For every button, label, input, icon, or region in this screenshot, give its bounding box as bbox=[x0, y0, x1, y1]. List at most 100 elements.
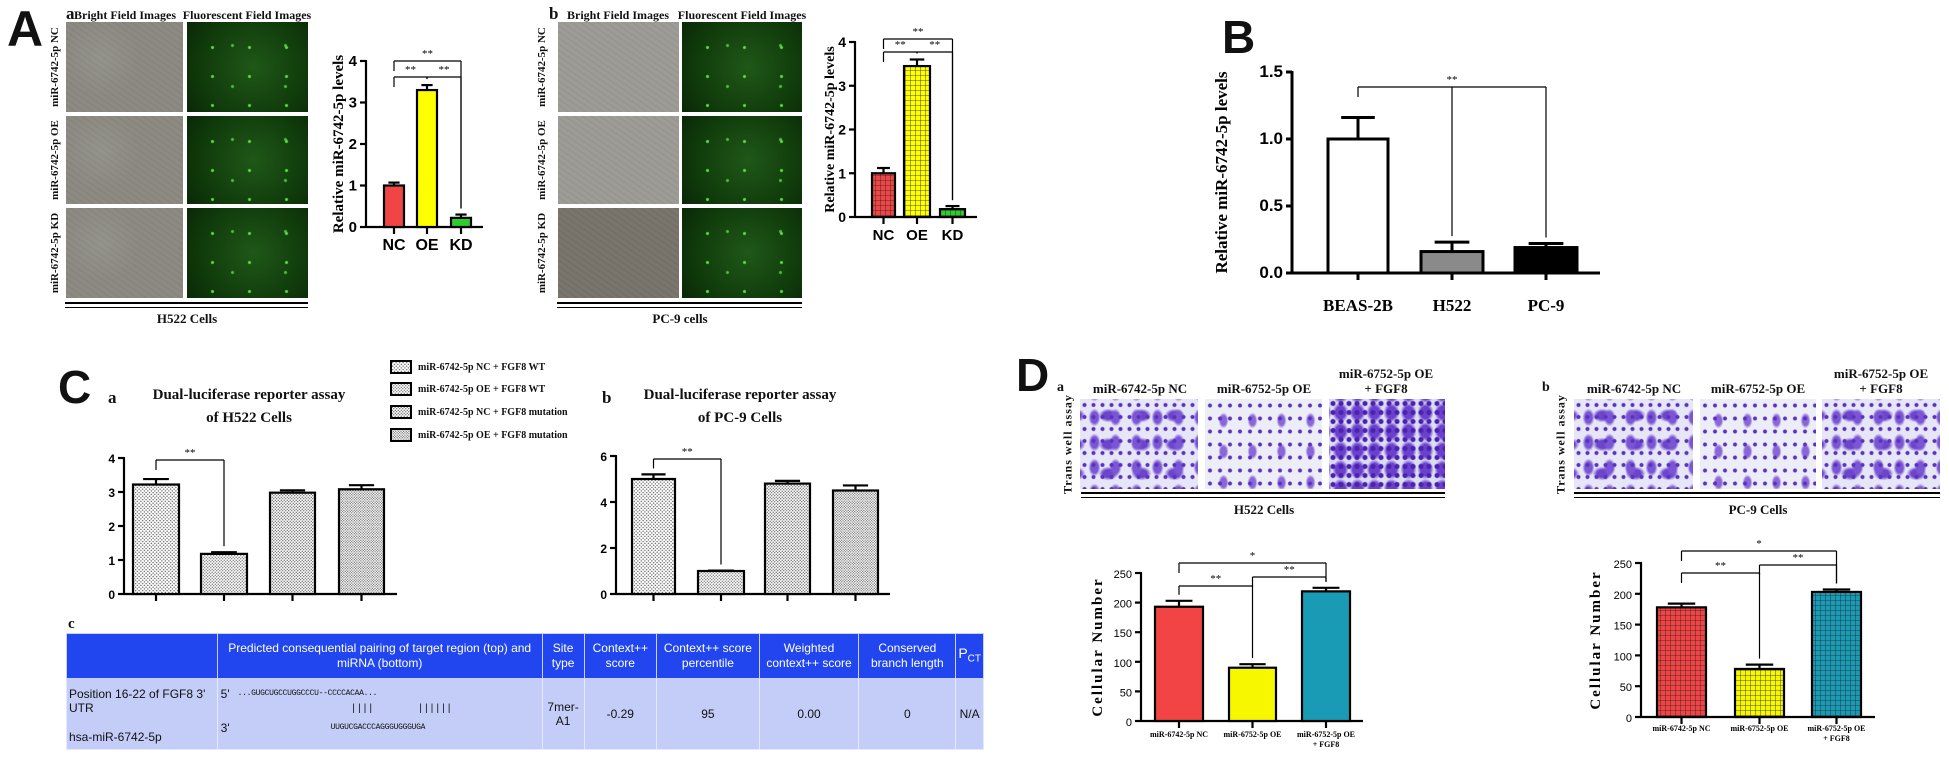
group-underline bbox=[65, 302, 308, 308]
table-header: Weighted context++ score bbox=[758, 633, 860, 679]
fluorescent-field-image bbox=[187, 208, 308, 298]
column-header: miR-6752-5p OE bbox=[1216, 381, 1312, 396]
legend-label: miR-6742-5p NC + FGF8 mutation bbox=[418, 406, 568, 418]
fluorescent-field-image bbox=[187, 116, 308, 204]
legend-swatch bbox=[390, 360, 412, 374]
branch-length-cell: 0 bbox=[858, 678, 957, 750]
x-tick-label: miR-6752-5p OE + FGF8 bbox=[1297, 730, 1355, 749]
x-tick-label: H522 bbox=[1433, 296, 1472, 315]
legend-label: miR-6742-5p OE + FGF8 mutation bbox=[418, 429, 568, 441]
mirna-name: hsa-miR-6742-5p bbox=[69, 730, 162, 744]
bar bbox=[870, 172, 897, 219]
table-header: Context++ score percentile bbox=[656, 633, 760, 679]
fluorescent-field-image bbox=[682, 116, 802, 204]
group-underline bbox=[1574, 492, 1940, 498]
table-header-pct: PCT bbox=[955, 633, 984, 679]
bright-field-image bbox=[558, 22, 679, 112]
table-header: Predicted consequential pairing of targe… bbox=[216, 633, 543, 679]
significance-label: * bbox=[1756, 538, 1762, 550]
table-row: Position 16-22 of FGF8 3' UTR hsa-miR-67… bbox=[66, 678, 984, 750]
position-cell: Position 16-22 of FGF8 3' UTR hsa-miR-67… bbox=[66, 678, 218, 750]
x-tick-label: OE bbox=[415, 237, 438, 254]
x-tick-label: miR-6742-5p NC bbox=[1653, 724, 1711, 733]
significance-label: ** bbox=[682, 446, 693, 458]
significance-label: ** bbox=[405, 64, 416, 76]
pct-p: P bbox=[958, 644, 968, 661]
chart-title-line: of H522 Cells bbox=[206, 410, 292, 426]
bar bbox=[696, 569, 746, 596]
bar bbox=[902, 64, 932, 219]
pct-sub: CT bbox=[967, 653, 981, 665]
bright-field-image bbox=[66, 116, 183, 204]
bar bbox=[449, 216, 473, 229]
fluorescent-field-image bbox=[682, 22, 802, 112]
subpanel-label: c bbox=[68, 616, 75, 632]
panel-label-c: C bbox=[58, 361, 92, 413]
bar bbox=[1810, 590, 1863, 719]
transwell-image bbox=[1700, 399, 1816, 489]
five-prime-label: 5' bbox=[220, 687, 230, 701]
table-header-row: Predicted consequential pairing of targe… bbox=[66, 633, 984, 679]
column-header: Bright Field Images bbox=[567, 8, 669, 22]
context-percentile-cell: 95 bbox=[656, 678, 760, 750]
x-tick-label: NC bbox=[873, 227, 895, 244]
transwell-image bbox=[1080, 399, 1198, 489]
table-header: Context++ score bbox=[583, 633, 658, 679]
x-tick-label: PC-9 bbox=[1528, 296, 1565, 315]
subpanel-label: b bbox=[602, 388, 612, 407]
bright-field-image bbox=[66, 208, 183, 298]
y-tick-label: 2 bbox=[108, 520, 115, 534]
y-tick-label: 4 bbox=[838, 34, 846, 50]
subpanel-label: b bbox=[1542, 380, 1550, 395]
bar bbox=[1513, 246, 1579, 275]
bar bbox=[630, 477, 677, 596]
subpanel-label: a bbox=[108, 388, 117, 407]
significance-label: ** bbox=[422, 48, 433, 60]
x-tick-label: OE bbox=[906, 227, 928, 244]
y-tick-label: 1.0 bbox=[1259, 129, 1283, 148]
significance-label: ** bbox=[1715, 560, 1726, 572]
bar bbox=[1655, 606, 1708, 719]
y-tick-label: 250 bbox=[1114, 569, 1132, 581]
bar bbox=[831, 489, 880, 596]
y-tick-label: 1 bbox=[838, 165, 846, 181]
significance-label: ** bbox=[1447, 74, 1458, 86]
legend-swatch bbox=[390, 382, 412, 396]
bar bbox=[1227, 666, 1278, 723]
y-tick-label: 150 bbox=[1614, 621, 1632, 633]
y-tick-label: 50 bbox=[1620, 682, 1632, 694]
significance-label: ** bbox=[1793, 552, 1804, 564]
targetscan-table: Predicted consequential pairing of targe… bbox=[66, 633, 984, 750]
significance-label: ** bbox=[913, 26, 924, 38]
y-axis-title: Relative miR-6742-5p levels bbox=[1212, 71, 1231, 273]
column-header: miR-6752-5p OE bbox=[1338, 366, 1434, 381]
significance-label: ** bbox=[1210, 573, 1221, 585]
bar bbox=[763, 482, 812, 596]
legend-swatch bbox=[390, 428, 412, 442]
significance-label: ** bbox=[1284, 564, 1295, 576]
table-header: Conserved branch length bbox=[858, 633, 957, 679]
pairing-cell: 5' ...GUGCUGCCUGGCCCU--CCCCACAA... |||| … bbox=[216, 678, 543, 750]
bar bbox=[337, 488, 386, 596]
x-tick-label: NC bbox=[382, 237, 406, 254]
bar bbox=[131, 483, 181, 596]
y-tick-label: 0 bbox=[108, 588, 115, 602]
column-header: Fluorescent Field Images bbox=[677, 8, 807, 22]
bright-field-image bbox=[558, 208, 679, 298]
y-tick-label: 250 bbox=[1614, 559, 1632, 571]
column-header: miR-6742-5p NC bbox=[1586, 381, 1682, 396]
subpanel-label: b bbox=[549, 4, 559, 23]
y-tick-label: 0.0 bbox=[1259, 263, 1283, 282]
bar bbox=[1733, 667, 1786, 719]
legend-label: miR-6742-5p OE + FGF8 WT bbox=[418, 383, 546, 395]
chart-title: Dual-luciferase reporter assay of H522 C… bbox=[153, 384, 346, 430]
x-tick-label-line: + FGF8 bbox=[1823, 734, 1850, 743]
significance-label: ** bbox=[895, 39, 906, 51]
legend-label: miR-6742-5p NC + FGF8 WT bbox=[418, 361, 546, 373]
chart-c-b: 0 2 4 6 ** bbox=[600, 446, 890, 602]
bar bbox=[1300, 590, 1352, 723]
chart-c-a: 0 1 2 3 4 ** bbox=[108, 447, 397, 602]
y-tick-label: 150 bbox=[1114, 628, 1132, 640]
